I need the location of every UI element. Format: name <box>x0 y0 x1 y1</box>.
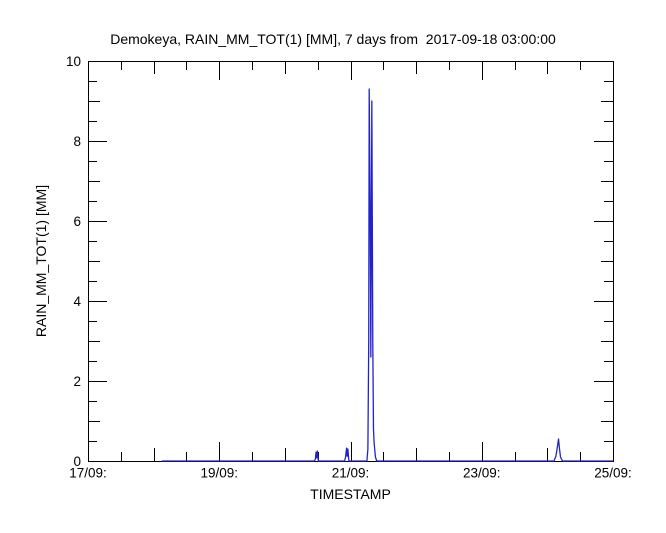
x-tick-label-0: 17/09: <box>69 466 107 481</box>
tick-marks <box>88 61 614 462</box>
y-tick-label-2: 4 <box>73 294 81 309</box>
y-tick-label-0: 0 <box>73 454 81 469</box>
y-tick-label-5: 10 <box>66 54 81 69</box>
x-tick-label-1: 19/09: <box>200 466 238 481</box>
data-series-0 <box>161 88 613 462</box>
x-tick-label-3: 23/09: <box>463 466 501 481</box>
x-axis-title: TIMESTAMP <box>310 486 391 502</box>
chart-title: Demokeya, RAIN_MM_TOT(1) [MM], 7 days fr… <box>110 31 556 47</box>
x-tick-label-2: 21/09: <box>332 466 370 481</box>
y-tick-label-3: 6 <box>73 214 81 229</box>
y-tick-label-1: 2 <box>73 374 81 389</box>
x-tick-label-4: 25/09: <box>594 466 632 481</box>
tick-labels: 17/09: 19/09: 21/09: 23/09: 25/09: 0 2 4 6 8 10 <box>66 54 632 481</box>
axes-frame <box>88 61 614 462</box>
y-tick-label-4: 8 <box>73 134 81 149</box>
